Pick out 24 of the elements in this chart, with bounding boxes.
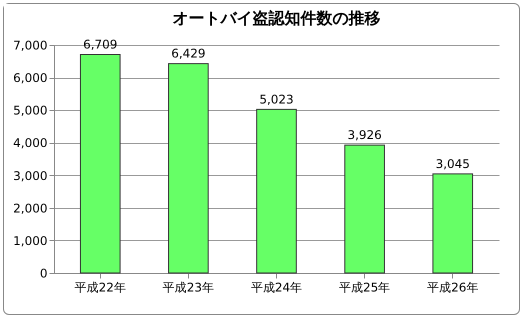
y-tick-label: 1,000 [13,234,48,248]
y-tick-label: 4,000 [13,136,48,150]
bar [168,63,209,274]
bar [256,108,297,274]
x-tick-label: 平成25年 [338,280,390,294]
x-tick-label: 平成26年 [427,280,478,294]
bar [344,144,385,274]
x-tick-label: 平成24年 [250,280,302,294]
y-tick-label: 6,000 [13,71,48,86]
data-label: 5,023 [259,92,294,106]
bar [432,173,474,274]
y-tick-label: 5,000 [13,104,48,118]
chart-title: オートバイ盗認知件数の推移 [172,8,380,28]
y-tick-label: 3,000 [13,168,48,183]
data-label: 6,429 [171,46,206,61]
data-label: 3,926 [347,128,382,142]
y-tick-label: 2,000 [13,201,48,216]
data-label: 3,045 [436,156,470,171]
x-tick-label: 平成23年 [162,280,214,294]
x-tick-label: 平成22年 [74,280,126,294]
y-tick-label: 7,000 [13,38,48,52]
y-tick-label: 0 [40,266,48,280]
data-label: 6,709 [83,37,118,52]
bar [80,54,121,274]
